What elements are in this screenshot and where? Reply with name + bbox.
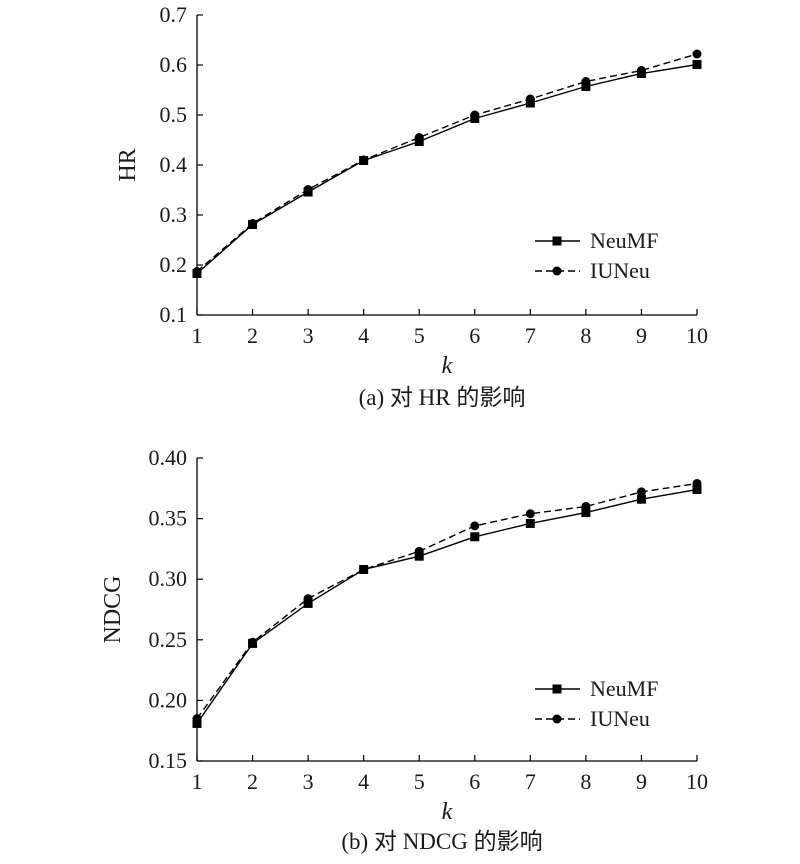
data-point-iuneu bbox=[525, 509, 535, 519]
x-tick-label: 5 bbox=[414, 323, 425, 348]
y-tick-label: 0.30 bbox=[149, 566, 188, 591]
legend-label-neumf: NeuMF bbox=[590, 676, 658, 701]
chart-panel-b: 0.15 0.20 0.25 0.30 0.35 0.40 1 2 3 4 5 6 7 8 9 10 k NDCG… bbox=[100, 445, 708, 854]
y-tick-label: 0.15 bbox=[149, 748, 188, 773]
figure-caption: (a) 对 HR 的影响 bbox=[359, 385, 526, 410]
x-tick-label: 2 bbox=[247, 769, 258, 794]
legend-label-iuneu: IUNeu bbox=[590, 258, 650, 283]
data-point-neumf bbox=[692, 60, 702, 69]
data-point-iuneu bbox=[525, 94, 535, 104]
y-tick-label: 0.2 bbox=[160, 252, 188, 277]
x-tick-label: 3 bbox=[303, 323, 314, 348]
y-tick-label: 0.7 bbox=[160, 2, 188, 27]
chart-panel-a: 0.1 0.2 0.3 0.4 0.5 0.6 0.7 1 2 3 4 5 6 7 8 9 10 k HR NeuMF… bbox=[115, 2, 708, 410]
data-point-neumf bbox=[581, 82, 591, 91]
data-point-neumf bbox=[303, 598, 313, 608]
x-tick-label: 10 bbox=[686, 769, 708, 794]
legend-label-iuneu: IUNeu bbox=[590, 706, 650, 731]
x-tick-label: 2 bbox=[247, 323, 258, 348]
data-point-iuneu bbox=[636, 487, 646, 497]
data-point-neumf bbox=[192, 718, 202, 728]
data-point-neumf bbox=[525, 518, 535, 528]
series-line-neumf bbox=[196, 488, 698, 724]
data-point-iuneu bbox=[636, 66, 646, 75]
y-tick-label: 0.20 bbox=[149, 687, 188, 712]
data-point-neumf bbox=[581, 508, 591, 518]
x-axis-title: k bbox=[442, 353, 453, 379]
x-tick-label: 6 bbox=[469, 769, 480, 794]
y-tick-label: 0.4 bbox=[160, 152, 188, 177]
y-axis-title: HR bbox=[115, 148, 141, 181]
data-point-iuneu bbox=[303, 594, 313, 604]
data-point-neumf bbox=[692, 485, 702, 495]
legend-marker-neumf bbox=[552, 684, 562, 694]
data-point-neumf bbox=[414, 551, 424, 561]
y-tick-label: 0.5 bbox=[160, 102, 188, 127]
legend-marker-neumf bbox=[552, 236, 562, 246]
x-tick-label: 8 bbox=[580, 323, 591, 348]
y-tick-label: 0.40 bbox=[149, 445, 188, 470]
data-point-iuneu bbox=[192, 714, 202, 724]
x-tick-label: 5 bbox=[414, 769, 425, 794]
x-tick-label: 6 bbox=[469, 323, 480, 348]
x-tick-label: 8 bbox=[580, 769, 591, 794]
legend-marker-iuneu bbox=[552, 714, 562, 724]
data-point-iuneu bbox=[581, 501, 591, 511]
x-tick-label: 9 bbox=[636, 323, 647, 348]
y-tick-label: 0.1 bbox=[160, 302, 188, 327]
legend-label-neumf: NeuMF bbox=[590, 228, 658, 253]
x-tick-label: 10 bbox=[686, 323, 708, 348]
data-point-iuneu bbox=[359, 155, 369, 165]
data-point-iuneu bbox=[470, 521, 480, 531]
series-line-iuneu bbox=[196, 482, 698, 719]
y-tick-label: 0.3 bbox=[160, 202, 188, 227]
data-point-iuneu bbox=[692, 49, 702, 59]
x-tick-label: 7 bbox=[525, 769, 536, 794]
y-axis-title: NDCG bbox=[100, 575, 126, 643]
figure-caption: (b) 对 NDCG 的影响 bbox=[341, 829, 542, 854]
data-point-iuneu bbox=[692, 478, 702, 488]
data-point-iuneu bbox=[414, 546, 424, 556]
y-tick-label: 0.6 bbox=[160, 52, 188, 77]
x-tick-label: 3 bbox=[303, 769, 314, 794]
data-point-iuneu bbox=[248, 637, 258, 647]
data-point-iuneu bbox=[359, 565, 369, 575]
x-axis-title: k bbox=[442, 799, 453, 825]
x-tick-label: 4 bbox=[358, 769, 369, 794]
data-point-neumf bbox=[636, 494, 646, 504]
series-line-iuneu bbox=[196, 53, 698, 273]
x-tick-label: 4 bbox=[358, 323, 369, 348]
series-line-neumf bbox=[196, 63, 698, 275]
legend-marker-iuneu bbox=[552, 266, 562, 276]
data-point-iuneu bbox=[414, 133, 424, 142]
data-point-iuneu bbox=[248, 219, 258, 228]
x-tick-label: 7 bbox=[525, 323, 536, 348]
data-point-iuneu bbox=[470, 110, 480, 120]
data-point-iuneu bbox=[581, 77, 591, 86]
x-tick-label: 9 bbox=[636, 769, 647, 794]
x-tick-label: 1 bbox=[192, 323, 203, 348]
y-tick-label: 0.35 bbox=[149, 506, 188, 531]
x-tick-label: 1 bbox=[192, 769, 203, 794]
data-point-iuneu bbox=[303, 185, 313, 194]
data-point-neumf bbox=[470, 532, 480, 542]
data-point-iuneu bbox=[192, 267, 202, 276]
y-tick-label: 0.25 bbox=[149, 627, 188, 652]
